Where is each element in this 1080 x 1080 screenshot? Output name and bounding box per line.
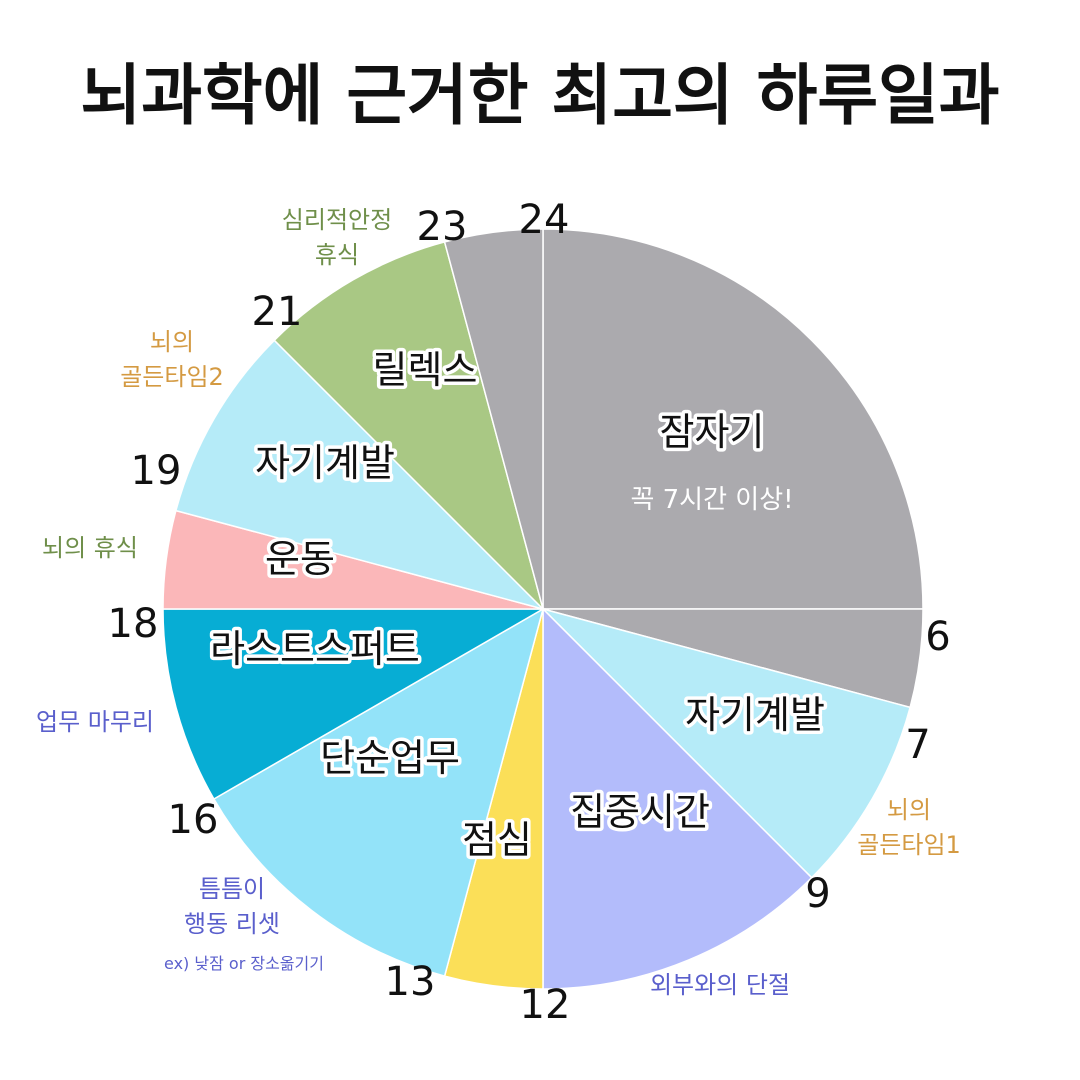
annotation-text: 뇌의 휴식 [42,534,138,562]
annotation-text: 심리적안정 [282,206,392,234]
hour-tick-label: 13 [385,959,436,1005]
annotation-text: 골든타임2 [120,363,224,391]
slice-sublabel: 꼭 7시간 이상! [630,485,793,515]
slice-label: 집중시간 [570,790,710,834]
hour-tick-label: 23 [417,204,468,250]
annotation-text: 골든타임1 [857,831,961,859]
slice-label: 릴렉스 [373,348,478,392]
annotation-text: 휴식 [315,241,359,269]
annotation-text: 업무 마무리 [36,708,154,736]
hour-tick-label: 16 [168,797,219,843]
pie-slice [273,240,545,612]
pie-slices [162,228,924,990]
pie-slice [540,607,912,879]
slice-label: 단순업무 [320,736,460,780]
annotation-text: 뇌의 [150,328,194,356]
pie-slice [542,607,813,990]
slice-label: 자기계발 [255,441,395,485]
pie-slice [174,339,546,611]
slice-label: 잠자기 [660,410,765,454]
annotation-text: 행동 리셋 [184,910,280,938]
pie-slice [162,608,546,801]
slice-label: 운동 [265,537,335,581]
slice-label: 점심 [462,818,532,862]
hour-tick-label: 24 [519,197,570,243]
pie-slice [443,228,544,610]
hour-tick-labels: 6 7 9 12 13 16 18 19 21 23 24 [108,197,951,1028]
hour-tick-label: 9 [805,871,830,917]
hour-tick-label: 21 [252,289,303,335]
hour-tick-label: 7 [905,722,930,768]
annotation-small-text: ex) 낮잠 or 장소옮기기 [164,954,324,973]
chart-title: 뇌과학에 근거한 최고의 하루일과 [80,57,999,134]
hour-tick-label: 12 [520,982,571,1028]
annotation-text: 틈틈이 [199,875,265,903]
hour-tick-label: 6 [925,614,950,660]
pie-slice [212,607,545,978]
slice-label: 라스트스퍼트 [210,627,420,671]
hour-tick-label: 19 [131,448,182,494]
pie-slice [542,228,924,610]
annotation-text: 외부와의 단절 [650,971,790,999]
annotation-text: 뇌의 [887,796,931,824]
hour-tick-label: 18 [108,601,159,647]
slice-label: 자기계발 [685,693,825,737]
